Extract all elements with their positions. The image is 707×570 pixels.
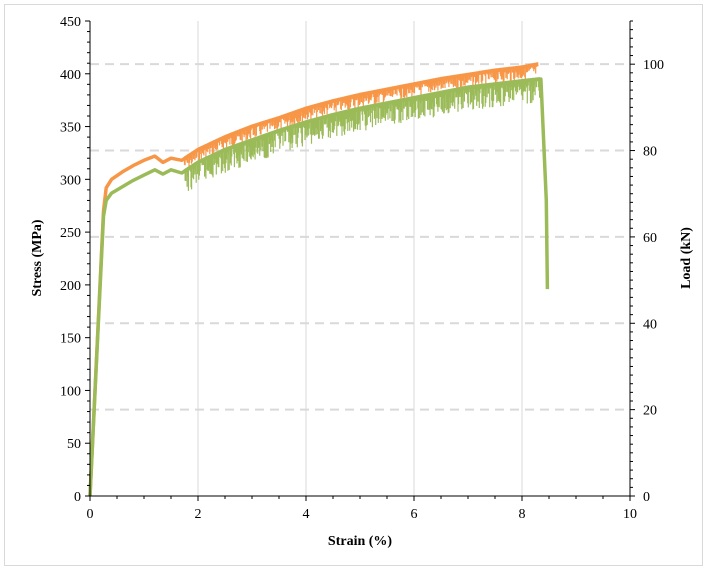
y-right-tick-label: 20: [643, 404, 657, 419]
y-right-tick-label: 60: [643, 231, 657, 246]
y-left-tick-label: 400: [60, 68, 81, 83]
series-noise-1: [183, 62, 539, 167]
y-right-tick-label: 100: [643, 58, 664, 73]
y-right-tick-label: 0: [643, 490, 650, 505]
y-axis-left-title: Stress (MPa): [30, 219, 45, 296]
x-tick-label: 6: [411, 507, 418, 522]
x-tick-label: 8: [519, 507, 526, 522]
series-noise-2: [183, 77, 541, 191]
x-tick-label: 4: [303, 507, 310, 522]
axes: [89, 21, 631, 497]
y-left-tick-label: 350: [60, 121, 81, 136]
tick-labels: 0 2 4 6 8 10050100150200250300350400450020406…: [60, 15, 664, 522]
y-left-tick-label: 200: [60, 279, 81, 294]
series-lines: [88, 62, 550, 497]
y-left-tick-label: 150: [60, 332, 81, 347]
y-right-tick-label: 40: [643, 317, 657, 332]
x-tick-label: 10: [623, 507, 637, 522]
y-left-tick-label: 50: [67, 437, 81, 452]
series-line-2: [88, 77, 550, 497]
y-left-tick-label: 0: [74, 490, 81, 505]
y-left-tick-label: 250: [60, 226, 81, 241]
y-left-tick-label: 300: [60, 173, 81, 188]
y-left-tick-label: 450: [60, 15, 81, 30]
x-tick-label: 2: [195, 507, 202, 522]
y-left-tick-label: 100: [60, 384, 81, 399]
y-right-tick-label: 80: [643, 145, 657, 160]
x-tick-label: 0: [87, 507, 94, 522]
tick-marks: [85, 20, 635, 501]
y-axis-right-title: Load (kN): [679, 227, 694, 289]
grid-lines: [90, 21, 630, 496]
x-axis-title: Strain (%): [328, 534, 393, 549]
